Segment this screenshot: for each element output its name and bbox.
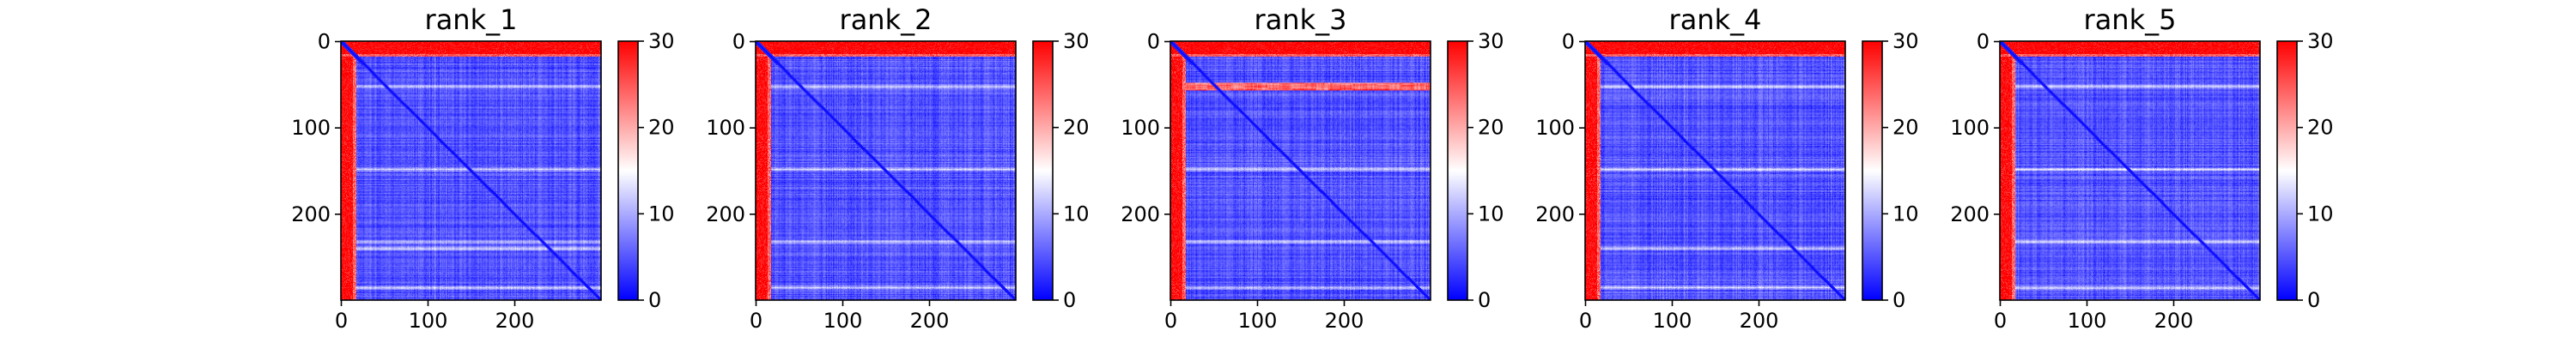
colorbar-tick-label: 30: [648, 29, 675, 53]
heatmap-image: [1585, 41, 1845, 300]
heatmap-panel: rank_3 0 100 200 0 100 200 0 10 20 30: [1121, 3, 1504, 333]
x-tick-label: 100: [1238, 309, 1278, 333]
y-tick-label: 0: [1147, 30, 1160, 54]
colorbar-tick-label: 20: [648, 116, 675, 140]
colorbar-tick-label: 10: [1063, 202, 1090, 226]
colorbar-frame: [1862, 40, 1883, 301]
heatmap-image: [341, 41, 601, 300]
y-tick-label: 200: [706, 202, 745, 226]
colorbar-tick-label: 20: [1063, 116, 1090, 140]
heatmap-panel: rank_1 0 100 200 0 100 200 0 10 20 30: [291, 3, 674, 333]
colorbar: [618, 41, 638, 300]
x-tick-label: 100: [409, 309, 448, 333]
colorbar-tick-label: 30: [2307, 29, 2334, 53]
y-tick-label: 200: [291, 202, 331, 226]
colorbar-frame: [1032, 40, 1054, 301]
y-tick-label: 200: [1950, 202, 1990, 226]
x-tick-label: 200: [2154, 309, 2194, 333]
colorbar-frame: [2276, 40, 2298, 301]
y-tick-label: 0: [732, 30, 745, 54]
panel-title: rank_4: [1669, 3, 1762, 36]
x-tick-label: 200: [910, 309, 950, 333]
colorbar: [2277, 41, 2297, 300]
heatmap-image: [756, 41, 1016, 300]
x-tick-label: 100: [1653, 309, 1692, 333]
panel-title: rank_3: [1255, 3, 1347, 36]
x-tick-label: 0: [335, 309, 348, 333]
plot-frame: [1999, 40, 2261, 301]
colorbar-tick-label: 0: [1893, 288, 1905, 312]
heatmap-panel: rank_2 0 100 200 0 100 200 0 10 20 30: [706, 3, 1089, 333]
heatmap-image: [2000, 41, 2260, 300]
colorbar-tick-label: 0: [1063, 288, 1076, 312]
colorbar-tick-label: 10: [2307, 202, 2334, 226]
colorbar-tick-label: 10: [1478, 202, 1504, 226]
y-tick-label: 100: [1535, 116, 1575, 140]
y-tick-label: 200: [1121, 202, 1160, 226]
colorbar-frame: [617, 40, 639, 301]
panel-title: rank_2: [840, 3, 933, 36]
y-tick-label: 100: [1121, 116, 1160, 140]
panel-title: rank_1: [425, 3, 518, 36]
y-tick-label: 0: [1977, 30, 1990, 54]
y-tick-label: 100: [291, 116, 331, 140]
y-tick-label: 0: [1562, 30, 1575, 54]
colorbar-tick-label: 0: [2307, 288, 2320, 312]
x-tick-label: 200: [495, 309, 535, 333]
heatmap-panel: rank_5 0 100 200 0 100 200 0 10 20 30: [1950, 3, 2333, 333]
colorbar-tick-label: 20: [2307, 116, 2334, 140]
colorbar-frame: [1447, 40, 1468, 301]
plot-frame: [340, 40, 602, 301]
x-tick-label: 200: [1740, 309, 1779, 333]
plot-frame: [755, 40, 1017, 301]
panel-title: rank_5: [2084, 3, 2177, 36]
y-tick-label: 200: [1535, 202, 1575, 226]
colorbar-tick-label: 10: [1893, 202, 1919, 226]
x-tick-label: 200: [1325, 309, 1364, 333]
colorbar-tick-label: 20: [1893, 116, 1919, 140]
plot-frame: [1170, 40, 1431, 301]
colorbar-tick-label: 20: [1478, 116, 1504, 140]
x-tick-label: 0: [1579, 309, 1592, 333]
colorbar-tick-label: 30: [1893, 29, 1919, 53]
colorbar: [1448, 41, 1467, 300]
y-tick-label: 100: [1950, 116, 1990, 140]
colorbar: [1033, 41, 1053, 300]
x-tick-label: 0: [1994, 309, 2007, 333]
colorbar-tick-label: 0: [648, 288, 661, 312]
colorbar: [1862, 41, 1882, 300]
x-tick-label: 0: [1164, 309, 1177, 333]
colorbar-tick-label: 30: [1478, 29, 1504, 53]
colorbar-tick-label: 10: [648, 202, 675, 226]
colorbar-tick-label: 0: [1478, 288, 1491, 312]
y-tick-label: 0: [318, 30, 331, 54]
heatmap-image: [1170, 41, 1431, 300]
plot-frame: [1584, 40, 1846, 301]
colorbar-tick-label: 30: [1063, 29, 1090, 53]
x-tick-label: 100: [2068, 309, 2107, 333]
heatmap-panel: rank_4 0 100 200 0 100 200 0 10 20 30: [1535, 3, 1918, 333]
y-tick-label: 100: [706, 116, 745, 140]
x-tick-label: 0: [750, 309, 762, 333]
x-tick-label: 100: [823, 309, 863, 333]
